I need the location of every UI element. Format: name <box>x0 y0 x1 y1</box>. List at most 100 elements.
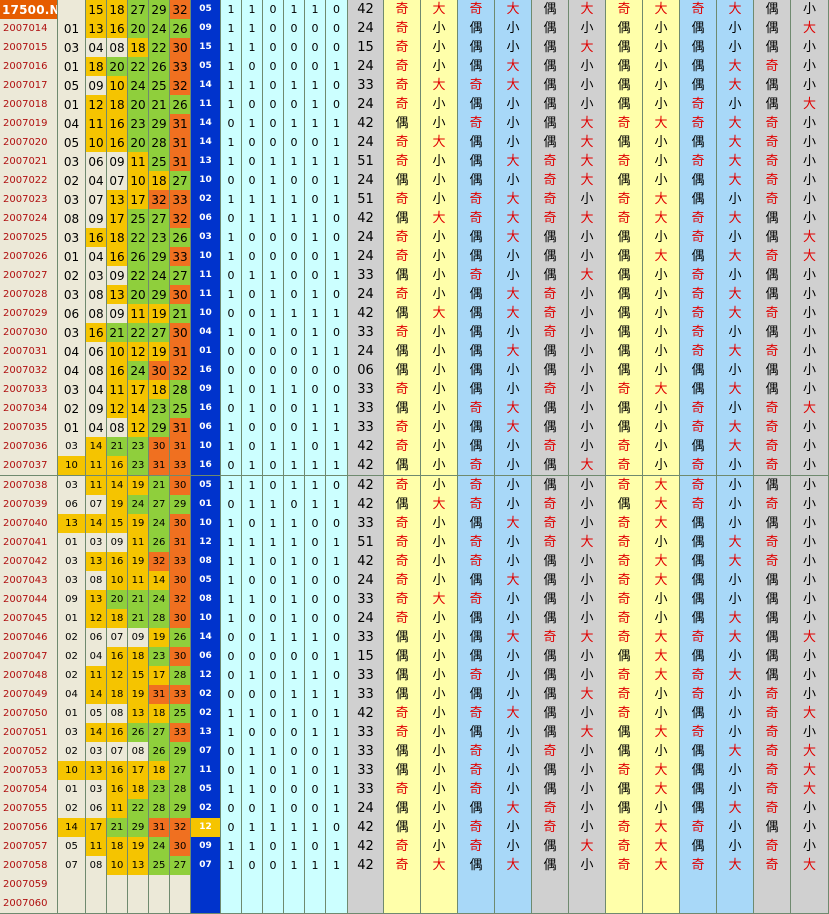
pattern-digit: 0 <box>305 57 326 77</box>
pattern-digit: 0 <box>263 856 284 876</box>
red-ball: 20 <box>128 285 149 305</box>
red-ball: 12 <box>86 95 107 115</box>
red-ball: 01 <box>58 609 86 629</box>
pattern-digit: 0 <box>305 437 326 457</box>
pattern-digit: 1 <box>263 495 284 515</box>
red-ball: 03 <box>86 742 107 762</box>
parity-mark: 偶 <box>754 571 791 591</box>
pattern-digit: 0 <box>284 57 305 77</box>
size-mark: 小 <box>421 552 458 572</box>
pattern-digit: 0 <box>221 799 242 819</box>
pattern-digit: 1 <box>305 666 326 686</box>
red-ball: 21 <box>107 437 128 457</box>
size-mark: 小 <box>495 666 532 686</box>
pattern-digit: 0 <box>284 323 305 343</box>
empty-cell <box>532 875 569 895</box>
pattern-digit: 1 <box>263 380 284 400</box>
empty-cell <box>326 894 348 914</box>
parity-mark: 奇 <box>458 190 495 210</box>
pattern-digit: 0 <box>263 95 284 115</box>
red-ball: 30 <box>170 647 191 667</box>
parity-mark: 偶 <box>532 723 569 743</box>
pattern-digit: 1 <box>221 571 242 591</box>
red-ball: 03 <box>58 228 86 248</box>
size-mark: 小 <box>643 95 680 115</box>
red-ball: 11 <box>128 152 149 172</box>
size-mark: 大 <box>717 133 754 153</box>
size-mark: 小 <box>791 666 829 686</box>
pattern-digit: 0 <box>263 19 284 39</box>
parity-mark: 奇 <box>458 761 495 781</box>
empty-cell <box>643 894 680 914</box>
parity-mark: 奇 <box>680 114 717 134</box>
size-mark: 小 <box>495 437 532 457</box>
empty-cell <box>421 894 458 914</box>
size-mark: 小 <box>421 19 458 39</box>
red-ball: 16 <box>107 552 128 572</box>
pattern-digit: 0 <box>326 361 348 381</box>
size-mark: 小 <box>569 799 606 819</box>
parity-mark: 偶 <box>532 0 569 20</box>
size-mark: 大 <box>569 209 606 229</box>
size-mark: 小 <box>421 285 458 305</box>
red-ball: 18 <box>107 228 128 248</box>
red-ball: 08 <box>128 742 149 762</box>
pattern-digit: 1 <box>263 304 284 324</box>
red-ball: 32 <box>149 190 170 210</box>
size-mark: 小 <box>717 495 754 515</box>
pattern-digit: 1 <box>326 304 348 324</box>
pattern-digit: 0 <box>263 780 284 800</box>
size-mark: 大 <box>643 647 680 667</box>
red-ball: 02 <box>58 171 86 191</box>
parity-mark: 偶 <box>458 342 495 362</box>
empty-cell <box>191 894 221 914</box>
pattern-digit: 0 <box>326 590 348 610</box>
pattern-digit: 1 <box>326 647 348 667</box>
parity-mark: 偶 <box>532 418 569 438</box>
pattern-digit: 0 <box>326 76 348 96</box>
parity-mark: 奇 <box>458 837 495 857</box>
size-mark: 小 <box>643 399 680 419</box>
blue-ball: 11 <box>191 266 221 286</box>
pattern-digit: 1 <box>326 266 348 286</box>
sum-value: 33 <box>348 418 384 438</box>
empty-cell <box>128 894 149 914</box>
size-mark: 小 <box>643 799 680 819</box>
pattern-digit: 1 <box>326 495 348 515</box>
red-ball: 24 <box>128 76 149 96</box>
red-ball: 13 <box>86 552 107 572</box>
pattern-digit: 0 <box>305 247 326 267</box>
parity-mark: 奇 <box>680 342 717 362</box>
parity-mark: 奇 <box>384 609 421 629</box>
red-ball: 27 <box>170 761 191 781</box>
pattern-digit: 0 <box>305 761 326 781</box>
parity-mark: 奇 <box>532 533 569 553</box>
size-mark: 大 <box>495 152 532 172</box>
issue-number: 2007040 <box>0 514 58 534</box>
size-mark: 小 <box>791 152 829 172</box>
pattern-digit: 1 <box>221 723 242 743</box>
size-mark: 小 <box>643 19 680 39</box>
parity-mark: 偶 <box>532 761 569 781</box>
issue-number: 2007015 <box>0 38 58 58</box>
size-mark: 小 <box>717 361 754 381</box>
issue-number: 2007057 <box>0 837 58 857</box>
parity-mark: 奇 <box>606 666 643 686</box>
red-ball: 24 <box>149 514 170 534</box>
red-ball: 04 <box>58 114 86 134</box>
sum-value: 42 <box>348 476 384 496</box>
parity-mark: 偶 <box>606 19 643 39</box>
size-mark: 小 <box>421 418 458 438</box>
pattern-digit: 1 <box>221 837 242 857</box>
pattern-digit: 0 <box>305 590 326 610</box>
parity-mark: 奇 <box>754 171 791 191</box>
red-ball: 33 <box>170 190 191 210</box>
pattern-digit: 1 <box>305 685 326 705</box>
size-mark: 小 <box>569 418 606 438</box>
issue-number: 2007023 <box>0 190 58 210</box>
size-mark: 小 <box>495 361 532 381</box>
pattern-digit: 1 <box>263 152 284 172</box>
parity-mark: 偶 <box>458 285 495 305</box>
red-ball: 12 <box>107 666 128 686</box>
parity-mark: 奇 <box>458 209 495 229</box>
